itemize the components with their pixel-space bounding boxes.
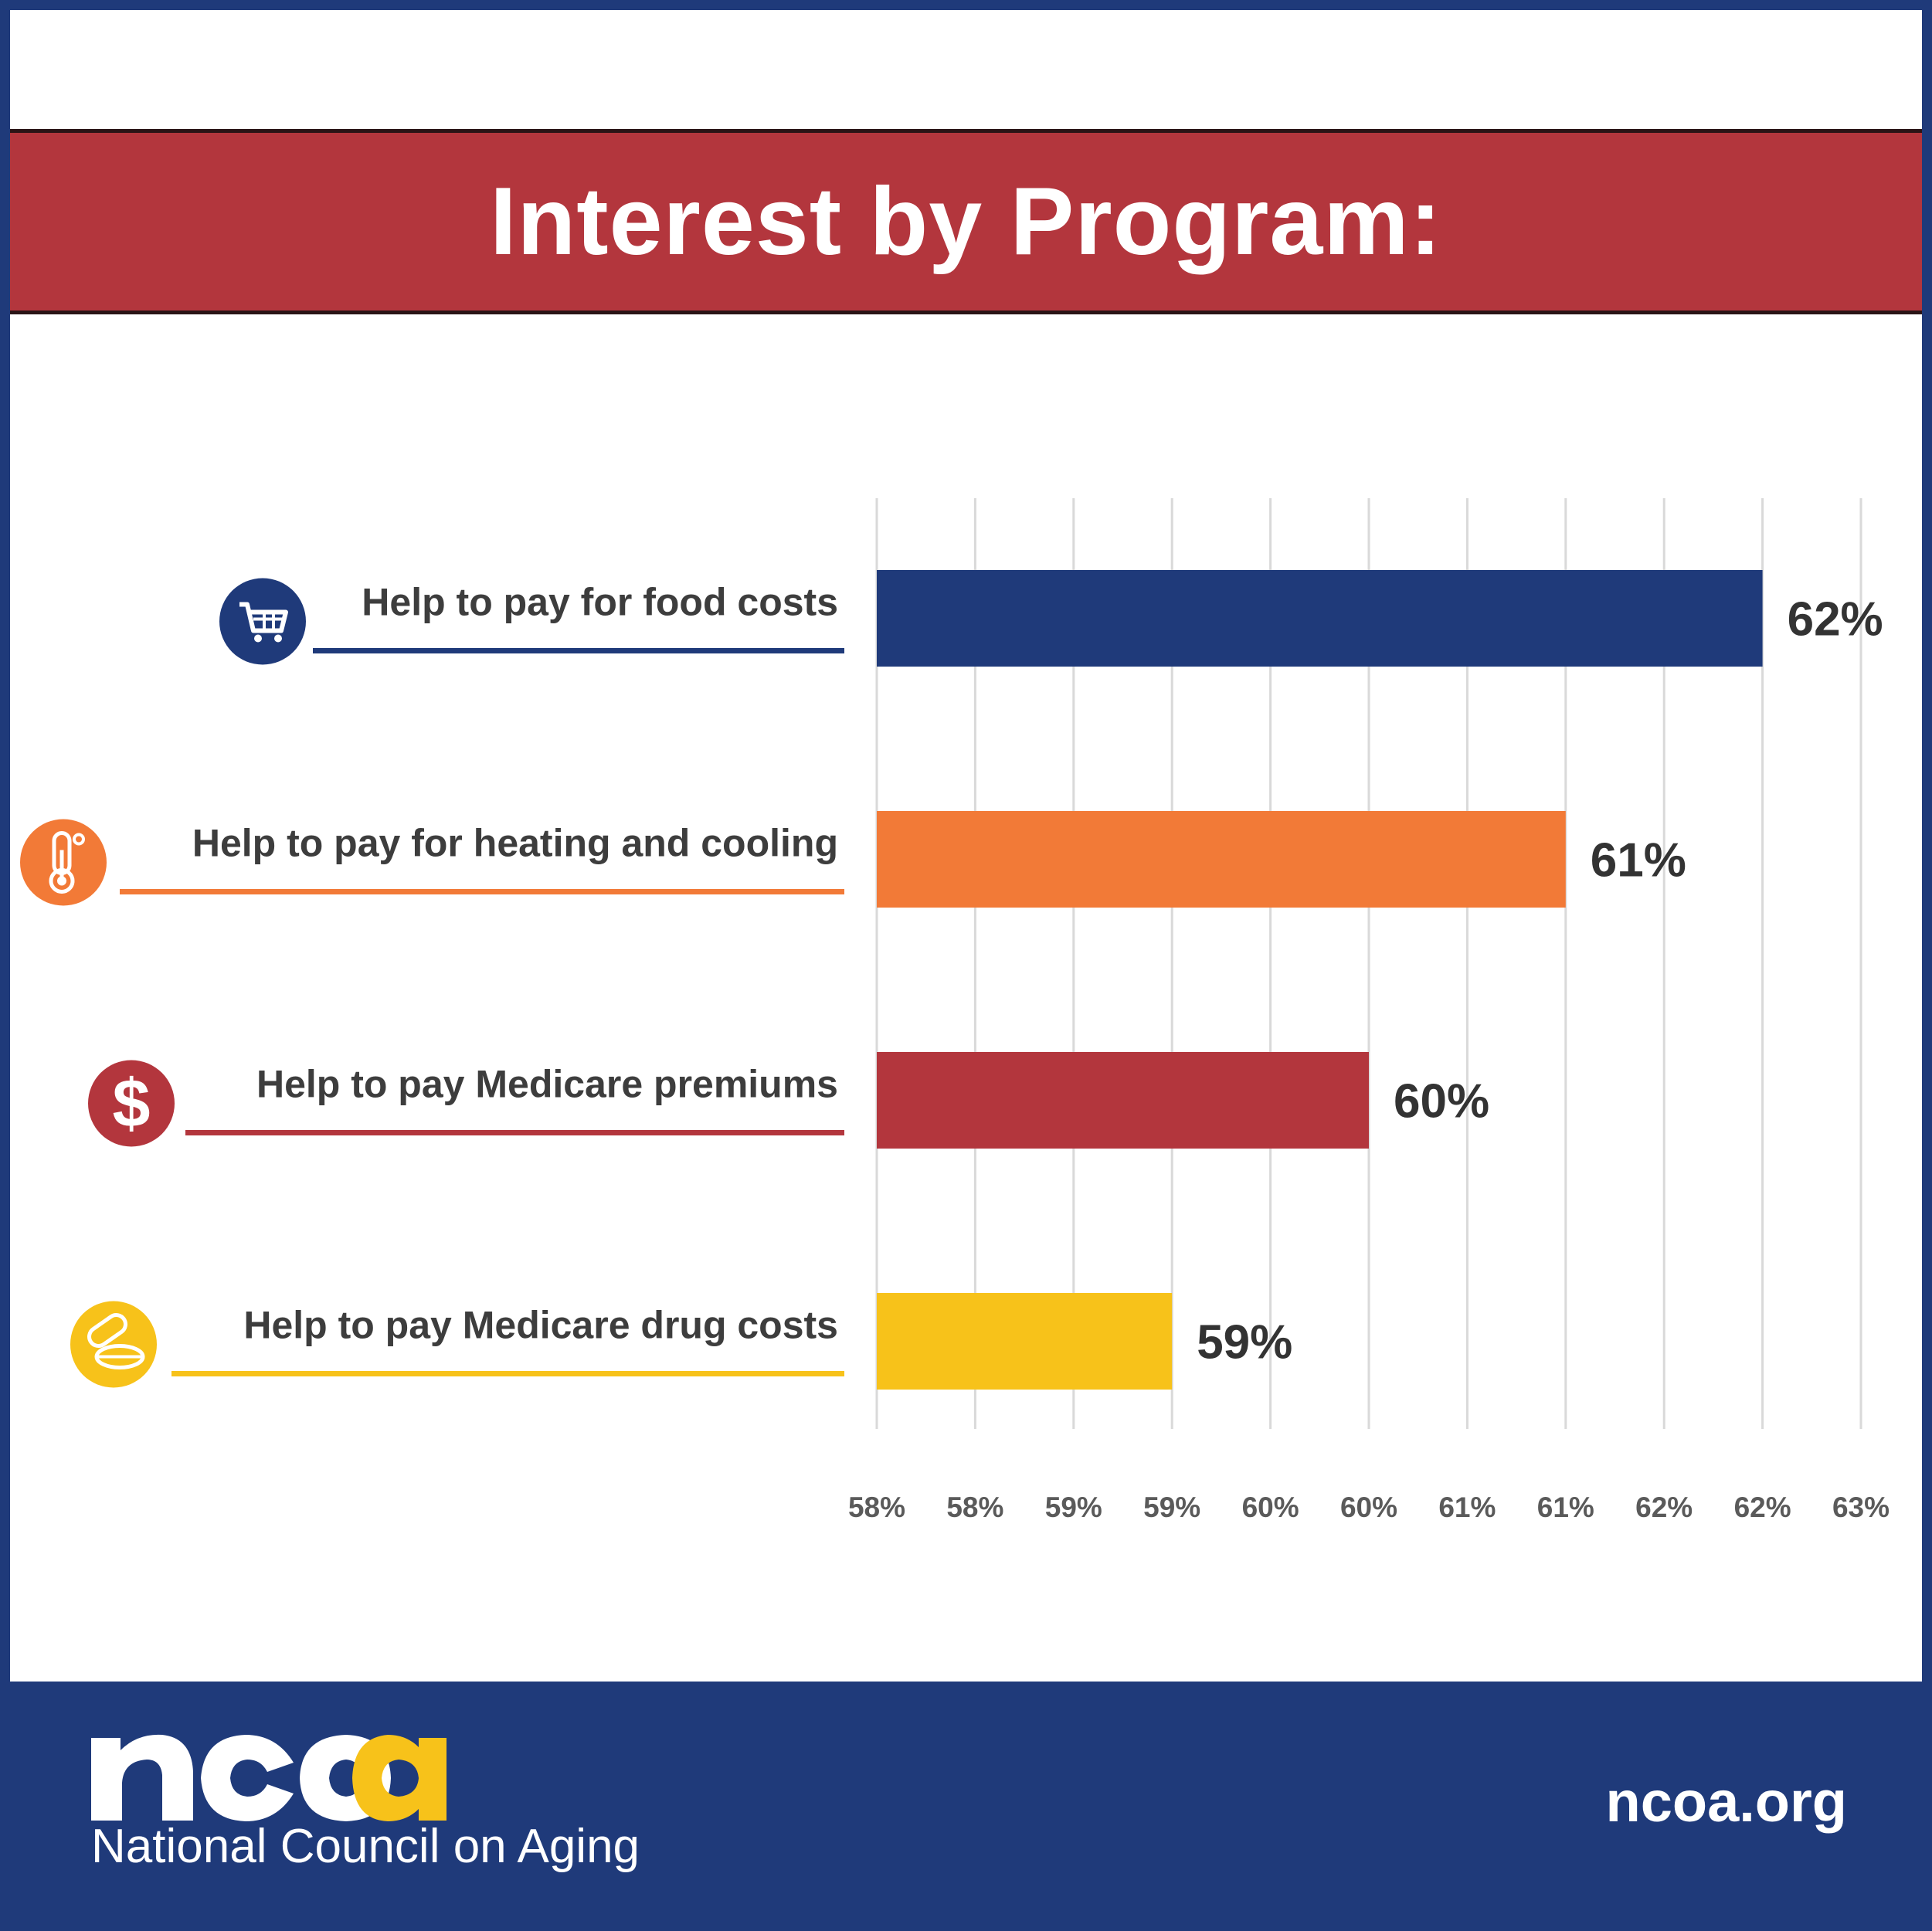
pills-icon: [70, 1301, 157, 1388]
data-label: 62%: [1788, 593, 1883, 646]
logo-subtitle: National Council on Aging: [91, 1820, 640, 1873]
svg-text:$: $: [113, 1065, 151, 1142]
bar-chart: 58% 58% 59% 59% 60% 60% 61% 61% 62% 62% 63% 62% Help…: [20, 498, 1890, 1523]
x-tick-label: 62%: [1635, 1492, 1693, 1523]
category-label: Help to pay Medicare premiums: [256, 1063, 838, 1106]
data-label: 59%: [1197, 1316, 1292, 1369]
thermometer-icon: [20, 819, 107, 906]
bar: [877, 1052, 1369, 1149]
category-label: Help to pay for heating and cooling: [192, 822, 838, 865]
x-tick-label: 61%: [1537, 1492, 1594, 1523]
data-label: 60%: [1394, 1075, 1489, 1128]
title-banner: Interest by Program:: [10, 129, 1922, 314]
ncoa-logo: [91, 1734, 446, 1821]
x-tick-label: 58%: [946, 1492, 1003, 1523]
category-label: Help to pay Medicare drug costs: [243, 1304, 838, 1347]
category-label: Help to pay for food costs: [362, 581, 838, 624]
bar: [877, 1293, 1173, 1390]
x-tick-label: 60%: [1242, 1492, 1299, 1523]
x-tick-label: 60%: [1340, 1492, 1397, 1523]
x-tick-label: 59%: [1143, 1492, 1200, 1523]
x-tick-label: 59%: [1045, 1492, 1102, 1523]
x-tick-label: 63%: [1832, 1492, 1890, 1523]
bar: [877, 811, 1566, 908]
dollar-icon: $: [88, 1060, 175, 1147]
bar: [877, 570, 1763, 667]
shopping-cart-icon: [219, 578, 306, 665]
x-tick-label: 62%: [1734, 1492, 1791, 1523]
x-tick-label: 58%: [848, 1492, 905, 1523]
site-url[interactable]: ncoa.org: [1605, 1770, 1847, 1834]
data-label: 61%: [1591, 834, 1686, 887]
page-title: Interest by Program:: [490, 168, 1442, 275]
x-tick-label: 61%: [1438, 1492, 1496, 1523]
